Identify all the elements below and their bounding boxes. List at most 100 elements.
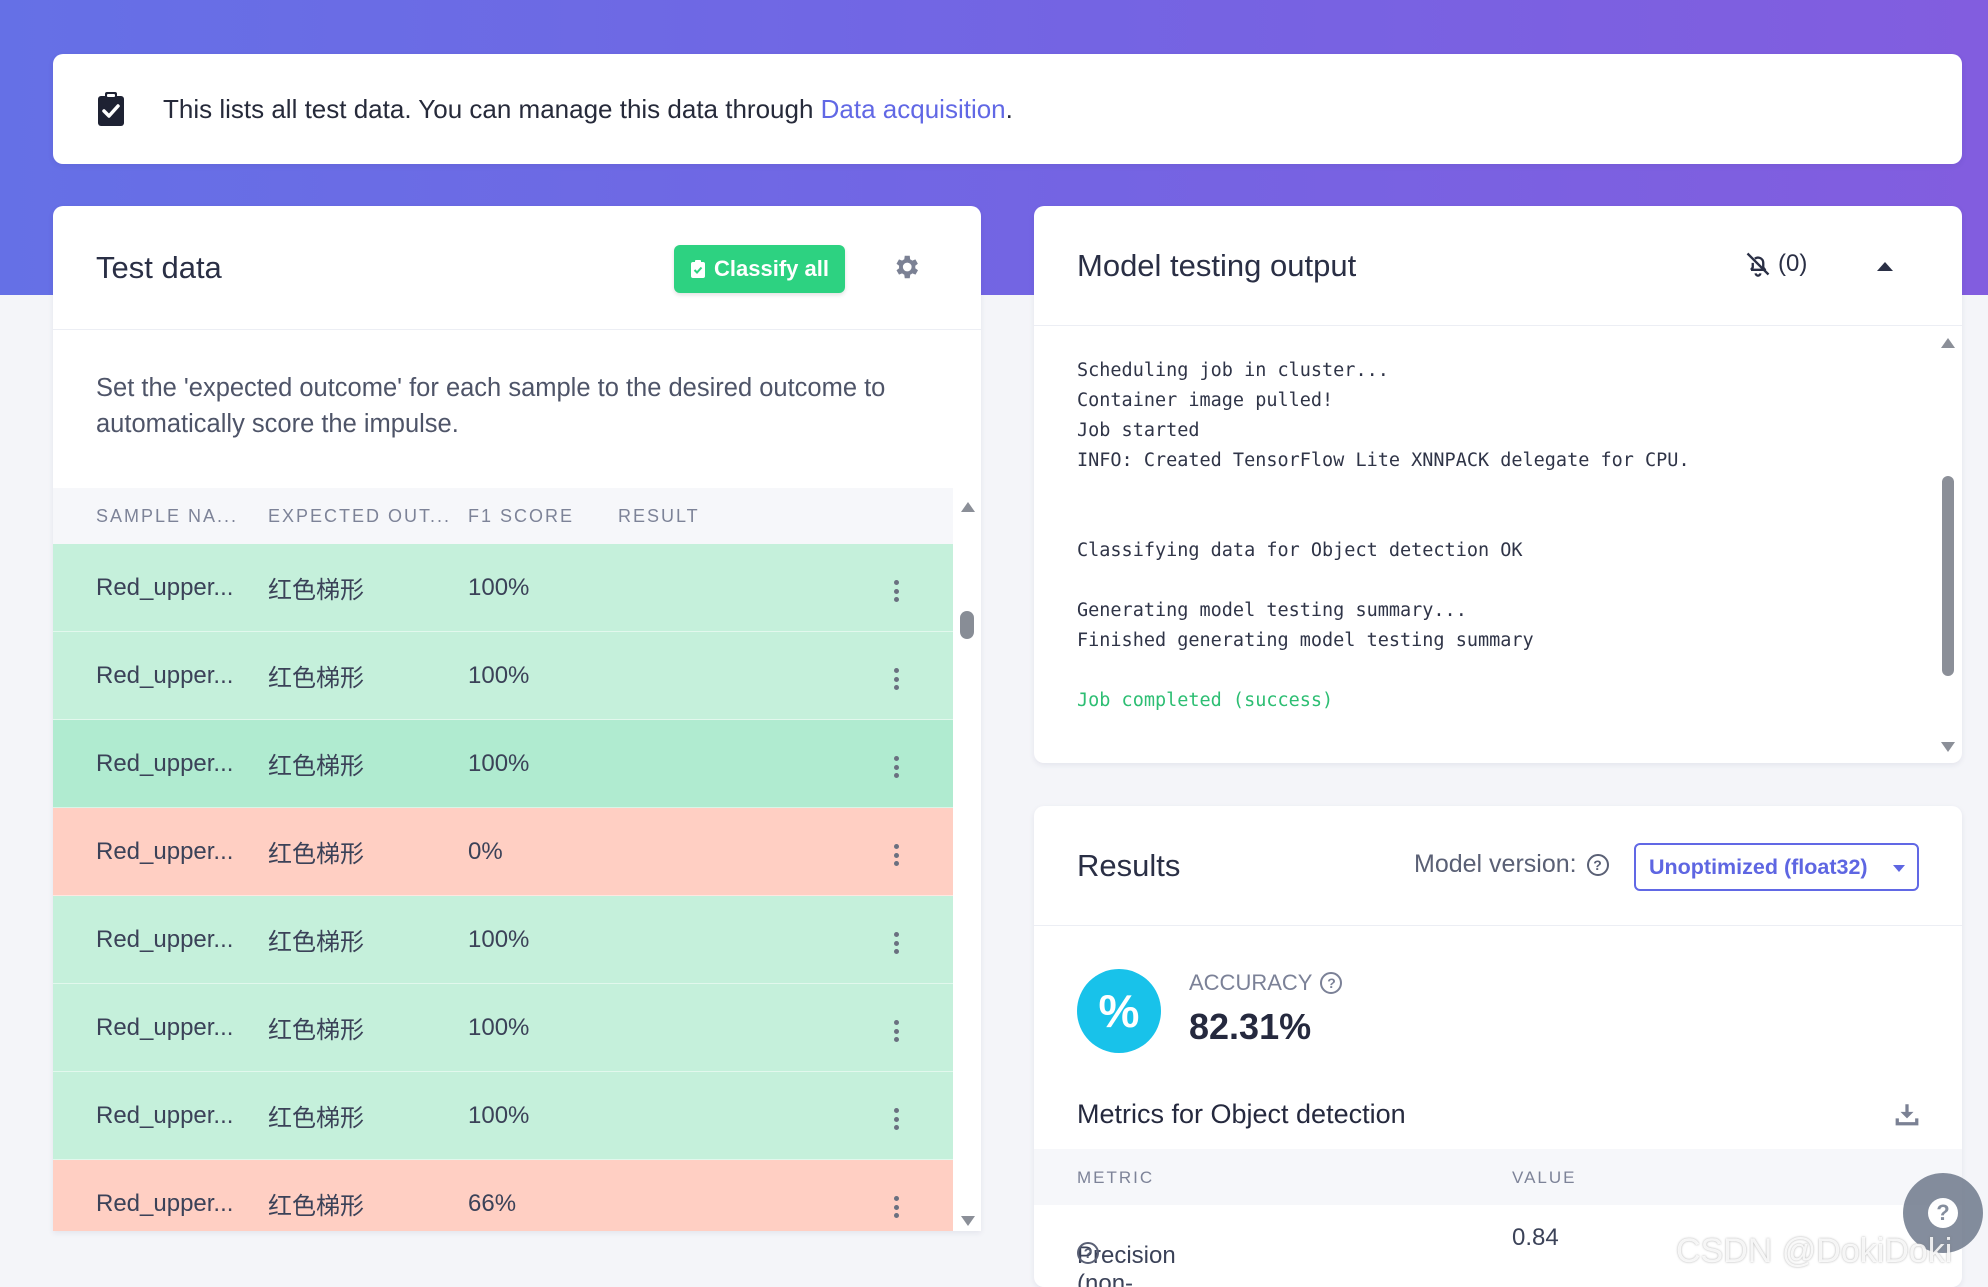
help-button[interactable]: ? [1903, 1173, 1983, 1253]
column-expected-outcome[interactable]: EXPECTED OUT... [268, 505, 452, 526]
column-result[interactable]: RESULT [618, 505, 700, 526]
classify-all-button[interactable]: Classify all [674, 245, 845, 293]
table-row[interactable]: Red_upper... 红色梯形 100% [53, 720, 953, 808]
expected-outcome[interactable]: 红色梯形 [268, 665, 364, 692]
sample-name: Red_upper... [96, 837, 234, 865]
sample-name: Red_upper... [96, 573, 234, 601]
column-sample-name[interactable]: SAMPLE NA... [96, 505, 239, 526]
test-data-header: Test data Classify all [53, 206, 981, 330]
f1-score: 66% [468, 1189, 517, 1217]
help-icon[interactable]: ? [1077, 1242, 1099, 1264]
log-line [1077, 566, 1690, 596]
notifications-toggle[interactable]: (0) [1744, 250, 1807, 278]
table-row[interactable]: Red_upper... 红色梯形 100% [53, 632, 953, 720]
table-header: SAMPLE NA... EXPECTED OUT... F1 SCORE RE… [53, 488, 953, 544]
banner-suffix: . [1005, 93, 1013, 124]
bell-off-icon [1746, 252, 1770, 277]
watermark: CSDN @DokiDoki [1676, 1232, 1953, 1270]
log-line [1077, 656, 1690, 686]
sample-name: Red_upper... [96, 661, 234, 689]
banner-text: This lists all test data. You can manage… [163, 94, 1013, 125]
more-options-icon[interactable] [891, 756, 901, 778]
model-version-text: Model version: [1414, 850, 1577, 878]
sample-name: Red_upper... [96, 1101, 234, 1129]
help-icon[interactable]: ? [1586, 853, 1609, 876]
expected-outcome[interactable]: 红色梯形 [268, 841, 364, 868]
chevron-down-icon [1893, 865, 1905, 872]
more-options-icon[interactable] [891, 1196, 901, 1218]
table-row[interactable]: Red_upper... 红色梯形 0% [53, 808, 953, 896]
expected-outcome[interactable]: 红色梯形 [268, 577, 364, 604]
accuracy-value: 82.31% [1189, 1006, 1312, 1047]
more-options-icon[interactable] [891, 1020, 901, 1042]
scroll-thumb[interactable] [1942, 476, 1954, 676]
help-icon[interactable]: ? [1320, 972, 1343, 994]
scroll-thumb[interactable] [960, 611, 974, 639]
expected-outcome[interactable]: 红色梯形 [268, 1105, 364, 1132]
more-options-icon[interactable] [891, 932, 901, 954]
table-row[interactable]: Red_upper... 红色梯形 100% [53, 1072, 953, 1160]
column-value: VALUE [1512, 1168, 1577, 1187]
expected-outcome[interactable]: 红色梯形 [268, 1017, 364, 1044]
f1-score: 100% [468, 749, 530, 777]
table-row[interactable]: Red_upper... 红色梯形 100% [53, 544, 953, 632]
column-f1-score[interactable]: F1 SCORE [468, 505, 575, 526]
test-data-title: Test data [96, 249, 222, 285]
test-data-scrollbar[interactable] [953, 489, 981, 1231]
percent-icon: % [1077, 969, 1161, 1053]
scroll-down-arrow[interactable] [1941, 742, 1955, 752]
expected-outcome[interactable]: 红色梯形 [268, 753, 364, 780]
table-row[interactable]: Red_upper... 红色梯形 66% [53, 1160, 953, 1231]
more-options-icon[interactable] [891, 668, 901, 690]
gear-icon[interactable] [891, 252, 921, 282]
expected-outcome[interactable]: 红色梯形 [268, 929, 364, 956]
model-testing-output-panel: Model testing output (0) Scheduling job … [1034, 206, 1962, 763]
f1-score: 100% [468, 1101, 530, 1129]
results-panel: Results Model version: ? Unoptimized (fl… [1034, 806, 1962, 1287]
classify-all-label: Classify all [714, 256, 829, 281]
metric-value: 0.84 [1512, 1224, 1559, 1251]
log-line: Job completed (success) [1077, 690, 1334, 711]
clipboard-check-icon [96, 90, 126, 128]
sample-name: Red_upper... [96, 749, 234, 777]
data-acquisition-link[interactable]: Data acquisition [820, 93, 1006, 124]
more-options-icon[interactable] [891, 844, 901, 866]
accuracy-label-text: ACCURACY [1189, 970, 1313, 995]
more-options-icon[interactable] [891, 580, 901, 602]
f1-score: 100% [468, 661, 530, 689]
model-version-value: Unoptimized (float32) [1649, 854, 1868, 879]
log-line: Scheduling job in cluster... [1077, 360, 1389, 381]
clipboard-check-icon [691, 260, 706, 278]
test-data-panel: Test data Classify all Set the 'expected… [53, 206, 981, 1231]
column-metric: METRIC [1077, 1168, 1155, 1187]
f1-score: 0% [468, 837, 503, 865]
table-row[interactable]: Red_upper... 红色梯形 100% [53, 984, 953, 1072]
sample-name: Red_upper... [96, 925, 234, 953]
log-line [1077, 506, 1690, 536]
accuracy-label: ACCURACY ? [1189, 970, 1343, 996]
log-line: Classifying data for Object detection OK [1077, 540, 1523, 561]
log-line: Finished generating model testing summar… [1077, 630, 1534, 651]
scroll-up-arrow[interactable] [1941, 338, 1955, 348]
metrics-table-header: METRIC VALUE [1034, 1149, 1962, 1205]
log-line: Job started [1077, 420, 1200, 441]
question-icon: ? [1928, 1198, 1958, 1228]
more-options-icon[interactable] [891, 1108, 901, 1130]
sample-name: Red_upper... [96, 1013, 234, 1041]
model-output-title: Model testing output [1077, 248, 1357, 283]
model-version-select[interactable]: Unoptimized (float32) [1634, 843, 1919, 891]
log-line: Generating model testing summary... [1077, 600, 1467, 621]
f1-score: 100% [468, 1013, 530, 1041]
scroll-up-arrow[interactable] [961, 502, 975, 512]
collapse-caret-icon[interactable] [1877, 262, 1893, 271]
download-icon[interactable] [1894, 1101, 1920, 1127]
log-line: Container image pulled! [1077, 390, 1334, 411]
log-scrollbar[interactable] [1934, 326, 1962, 763]
results-title: Results [1077, 848, 1181, 883]
f1-score: 100% [468, 573, 530, 601]
banner-message: This lists all test data. You can manage… [163, 93, 821, 124]
scroll-down-arrow[interactable] [961, 1216, 975, 1226]
test-data-description: Set the 'expected outcome' for each samp… [96, 374, 886, 438]
expected-outcome[interactable]: 红色梯形 [268, 1193, 364, 1220]
table-row[interactable]: Red_upper... 红色梯形 100% [53, 896, 953, 984]
